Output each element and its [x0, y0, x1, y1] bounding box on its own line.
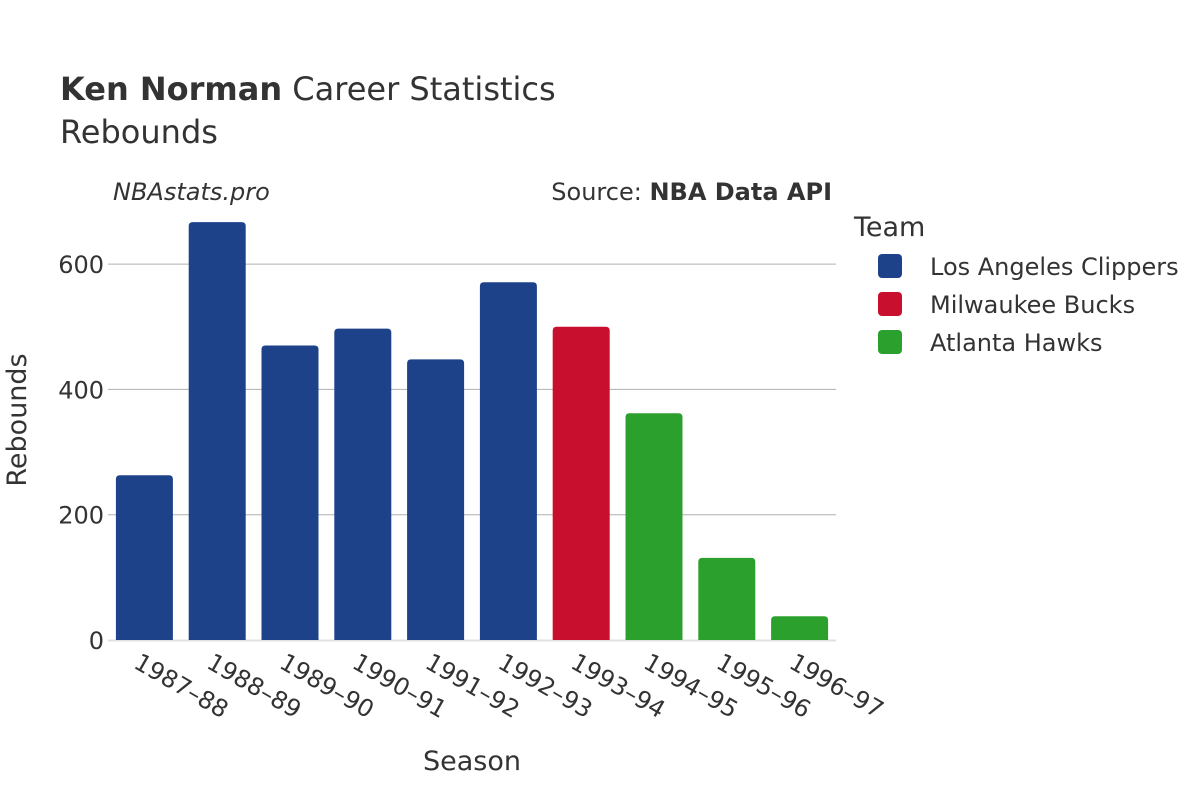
y-tick-label: 400	[58, 376, 104, 404]
bar-1993–94[interactable]	[552, 326, 610, 640]
legend-label: Los Angeles Clippers	[930, 253, 1179, 281]
bar-1992–93[interactable]	[479, 282, 537, 640]
legend-swatch	[878, 330, 902, 354]
bar-1987–88[interactable]	[115, 475, 173, 640]
legend-label: Milwaukee Bucks	[930, 291, 1135, 319]
legend-swatch	[878, 292, 902, 316]
legend: Los Angeles Clippers Milwaukee Bucks Atlan…	[878, 253, 1179, 357]
x-axis-ticks: 1987–881988–891989–901990–911991–921992–…	[129, 648, 888, 724]
bar-1988–89[interactable]	[188, 222, 246, 640]
bar-1989–90[interactable]	[261, 345, 319, 640]
bars	[115, 222, 829, 640]
y-tick-label: 600	[58, 251, 104, 279]
x-axis-title: Season	[423, 746, 521, 777]
legend-swatch	[878, 254, 902, 278]
bar-1996–97[interactable]	[771, 616, 829, 640]
source-name: NBA Data API	[649, 178, 832, 206]
legend-item[interactable]: Milwaukee Bucks	[878, 291, 1135, 319]
source-label: Source:	[551, 178, 649, 206]
bar-1991–92[interactable]	[407, 359, 465, 640]
legend-item[interactable]: Atlanta Hawks	[878, 329, 1103, 357]
chart-title: Ken Norman Career Statistics	[60, 70, 556, 108]
y-tick-label: 0	[89, 627, 104, 655]
legend-label: Atlanta Hawks	[930, 329, 1103, 357]
title-rest: Career Statistics	[282, 70, 556, 108]
y-axis-ticks: 0 200 400 600	[58, 251, 104, 655]
watermark: NBAstats.pro	[113, 178, 270, 206]
chart-subtitle: Rebounds	[60, 113, 218, 151]
bar-1990–91[interactable]	[334, 328, 392, 640]
bar-1995–96[interactable]	[698, 557, 756, 640]
legend-title: Team	[853, 212, 925, 243]
y-tick-label: 200	[58, 502, 104, 530]
bar-1994–95[interactable]	[625, 413, 683, 640]
source-credit: Source: NBA Data API	[551, 178, 832, 206]
legend-item[interactable]: Los Angeles Clippers	[878, 253, 1179, 281]
y-axis-title: Rebounds	[2, 353, 33, 486]
player-name: Ken Norman	[60, 70, 282, 108]
